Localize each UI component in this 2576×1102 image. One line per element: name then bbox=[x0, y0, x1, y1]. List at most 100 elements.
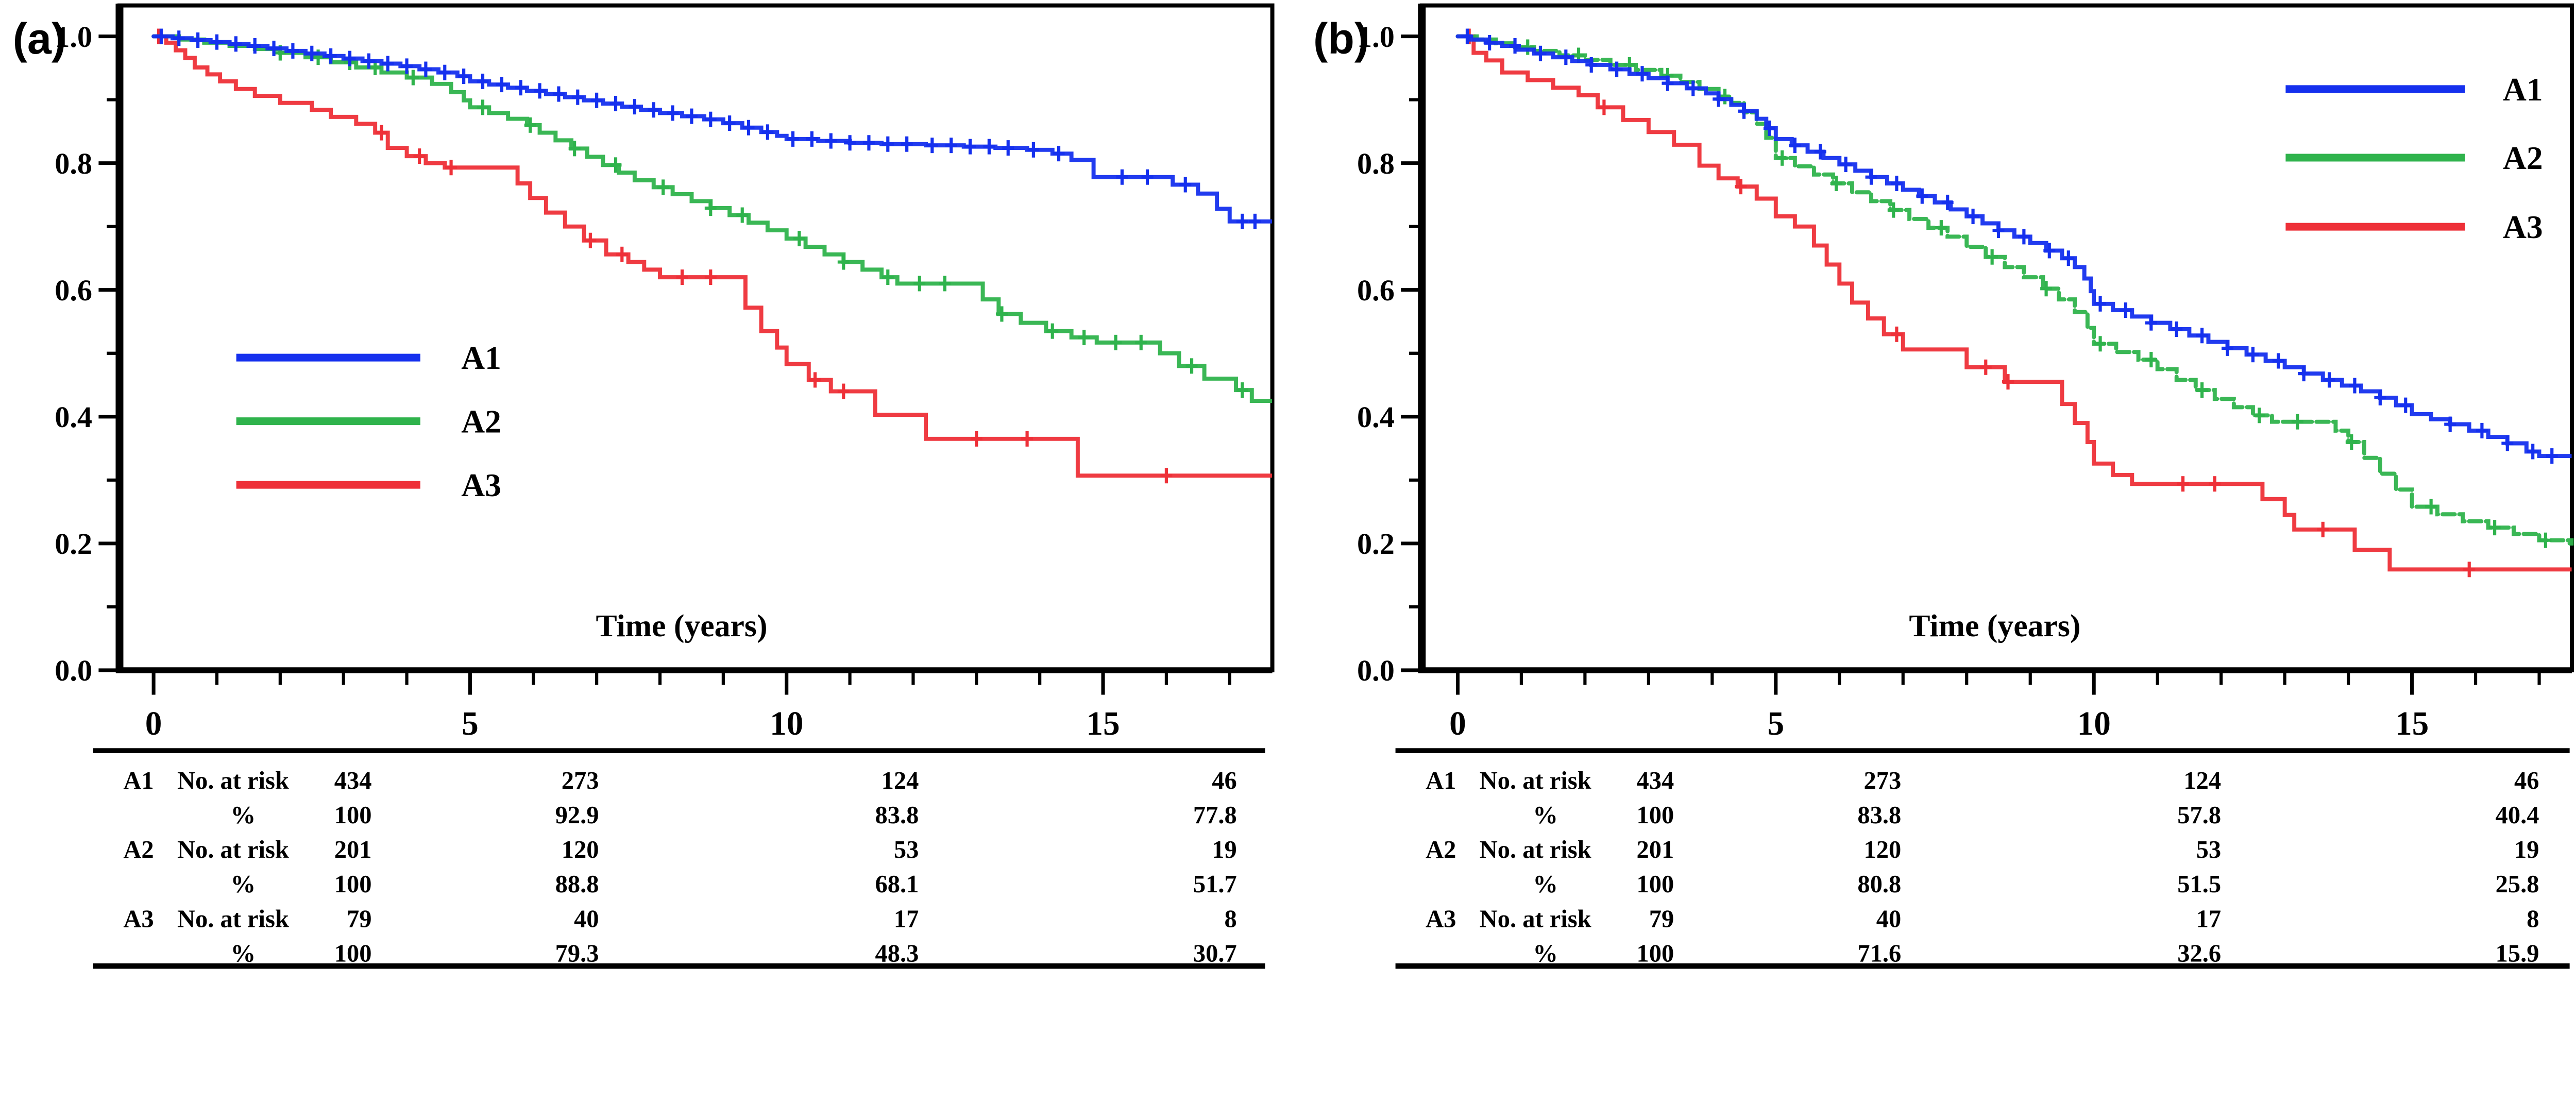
panel-b-x-axis-title: Time (years) bbox=[1909, 608, 2080, 643]
legend-label-a2: A2 bbox=[461, 403, 501, 440]
risk-group-label: A1 bbox=[123, 767, 154, 794]
risk-cell: 8 bbox=[2527, 905, 2539, 933]
risk-metric-label: No. at risk bbox=[177, 905, 289, 933]
risk-cell: 79.3 bbox=[555, 940, 599, 967]
y-tick-label: 0.4 bbox=[1357, 400, 1395, 434]
risk-cell: 40.4 bbox=[2496, 802, 2539, 829]
panel-a-label: (a) bbox=[13, 14, 66, 63]
risk-metric-label: No. at risk bbox=[1480, 836, 1591, 863]
risk-cell: 46 bbox=[2514, 767, 2539, 794]
y-tick-label: 0.4 bbox=[55, 400, 92, 434]
legend-label-a3: A3 bbox=[461, 467, 501, 503]
survival-curve-a3 bbox=[151, 34, 1273, 478]
panel-b: (b) 1.0 0.8 0.6 0.4 0.2 0.0 0 5 10 15 Time (years… bbox=[1313, 3, 2574, 969]
risk-cell: 100 bbox=[334, 940, 372, 967]
risk-cell: 53 bbox=[2196, 836, 2222, 863]
survival-curve-a2 bbox=[151, 34, 1273, 403]
risk-cell: 124 bbox=[882, 767, 919, 794]
risk-metric-label: % bbox=[231, 802, 256, 829]
risk-cell: 201 bbox=[334, 836, 372, 863]
panel-a-x-axis-title: Time (years) bbox=[596, 608, 767, 643]
risk-cell: 57.8 bbox=[2177, 802, 2221, 829]
risk-cell: 19 bbox=[1212, 836, 1237, 863]
risk-group-label: A2 bbox=[1426, 836, 1456, 863]
panel-a-risk-table: A1 No. at risk 434 273 124 46% 100 92.9 83.8 77.8… bbox=[93, 748, 1265, 969]
risk-metric-label: No. at risk bbox=[177, 767, 289, 794]
risk-cell: 79 bbox=[1649, 905, 1674, 933]
x-tick-label: 15 bbox=[1086, 705, 1120, 742]
survival-curve-a1 bbox=[1455, 34, 2572, 459]
risk-cell: 100 bbox=[1637, 802, 1674, 829]
risk-cell: 80.8 bbox=[1857, 871, 1901, 898]
risk-cell: 30.7 bbox=[1193, 940, 1237, 967]
risk-cell: 100 bbox=[334, 802, 372, 829]
panel-a: (a) 1.0 0.8 0.6 0.4 0.2 0.0 0 5 10 15 Time (years… bbox=[13, 3, 1275, 969]
legend-label-b1: A1 bbox=[2503, 71, 2543, 108]
risk-cell: 32.6 bbox=[2177, 940, 2221, 967]
risk-cell: 53 bbox=[894, 836, 919, 863]
risk-group-label: A1 bbox=[1426, 767, 1456, 794]
risk-cell: 434 bbox=[334, 767, 372, 794]
risk-cell: 77.8 bbox=[1193, 802, 1237, 829]
x-tick-label: 10 bbox=[770, 705, 803, 742]
y-tick-label: 0.2 bbox=[1357, 527, 1395, 561]
risk-cell: 8 bbox=[1225, 905, 1237, 933]
legend-label-a1: A1 bbox=[461, 340, 501, 376]
panel-a-curves bbox=[151, 28, 1273, 484]
risk-cell: 100 bbox=[334, 871, 372, 898]
risk-cell: 17 bbox=[894, 905, 919, 933]
survival-curve-a1 bbox=[151, 34, 1273, 224]
risk-cell: 83.8 bbox=[1857, 802, 1901, 829]
risk-cell: 51.7 bbox=[1193, 871, 1237, 898]
plot-box bbox=[117, 3, 1275, 672]
risk-cell: 92.9 bbox=[555, 802, 599, 829]
legend-label-b2: A2 bbox=[2503, 140, 2543, 176]
risk-metric-label: % bbox=[231, 871, 256, 898]
risk-cell: 273 bbox=[1863, 767, 1901, 794]
panel-b-legend: A1 A2 A3 bbox=[2285, 71, 2543, 245]
y-tick-label: 1.0 bbox=[1357, 20, 1395, 54]
risk-metric-label: % bbox=[1533, 871, 1558, 898]
survival-curve-a3 bbox=[1455, 34, 2572, 572]
risk-cell: 100 bbox=[1637, 940, 1674, 967]
y-tick-label: 0.8 bbox=[55, 147, 92, 180]
risk-cell: 71.6 bbox=[1857, 940, 1901, 967]
risk-metric-label: % bbox=[231, 940, 256, 967]
x-tick-label: 0 bbox=[1449, 705, 1466, 742]
risk-metric-label: No. at risk bbox=[177, 836, 289, 863]
risk-metric-label: No. at risk bbox=[1480, 767, 1591, 794]
risk-cell: 40 bbox=[574, 905, 599, 933]
risk-group-label: A3 bbox=[1426, 905, 1456, 933]
risk-cell: 79 bbox=[347, 905, 372, 933]
risk-cell: 40 bbox=[1876, 905, 1901, 933]
risk-cell: 100 bbox=[1637, 871, 1674, 898]
y-tick-label: 1.0 bbox=[55, 20, 92, 54]
risk-cell: 201 bbox=[1637, 836, 1674, 863]
y-tick-label: 0.2 bbox=[55, 527, 92, 561]
risk-cell: 273 bbox=[562, 767, 599, 794]
panel-a-legend: A1 A2 A3 bbox=[236, 340, 501, 503]
risk-cell: 17 bbox=[2196, 905, 2222, 933]
risk-cell: 19 bbox=[2514, 836, 2539, 863]
risk-cell: 124 bbox=[2183, 767, 2221, 794]
risk-metric-label: % bbox=[1533, 940, 1558, 967]
x-tick-label: 0 bbox=[145, 705, 162, 742]
y-tick-label: 0.0 bbox=[55, 654, 92, 687]
x-tick-label: 5 bbox=[462, 705, 479, 742]
risk-cell: 120 bbox=[1863, 836, 1901, 863]
risk-cell: 51.5 bbox=[2177, 871, 2221, 898]
risk-metric-label: % bbox=[1533, 802, 1558, 829]
risk-cell: 120 bbox=[562, 836, 599, 863]
risk-cell: 88.8 bbox=[555, 871, 599, 898]
risk-group-label: A3 bbox=[123, 905, 154, 933]
risk-cell: 46 bbox=[1212, 767, 1237, 794]
risk-cell: 48.3 bbox=[875, 940, 919, 967]
x-tick-label: 5 bbox=[1768, 705, 1785, 742]
x-tick-label: 15 bbox=[2395, 705, 2429, 742]
risk-cell: 68.1 bbox=[875, 871, 919, 898]
y-tick-label: 0.8 bbox=[1357, 147, 1395, 180]
panel-a-axes: 1.0 0.8 0.6 0.4 0.2 0.0 0 5 10 15 bbox=[55, 3, 1275, 742]
panel-b-label: (b) bbox=[1313, 14, 1369, 63]
y-tick-label: 0.6 bbox=[1357, 274, 1395, 307]
y-tick-label: 0.6 bbox=[55, 274, 92, 307]
